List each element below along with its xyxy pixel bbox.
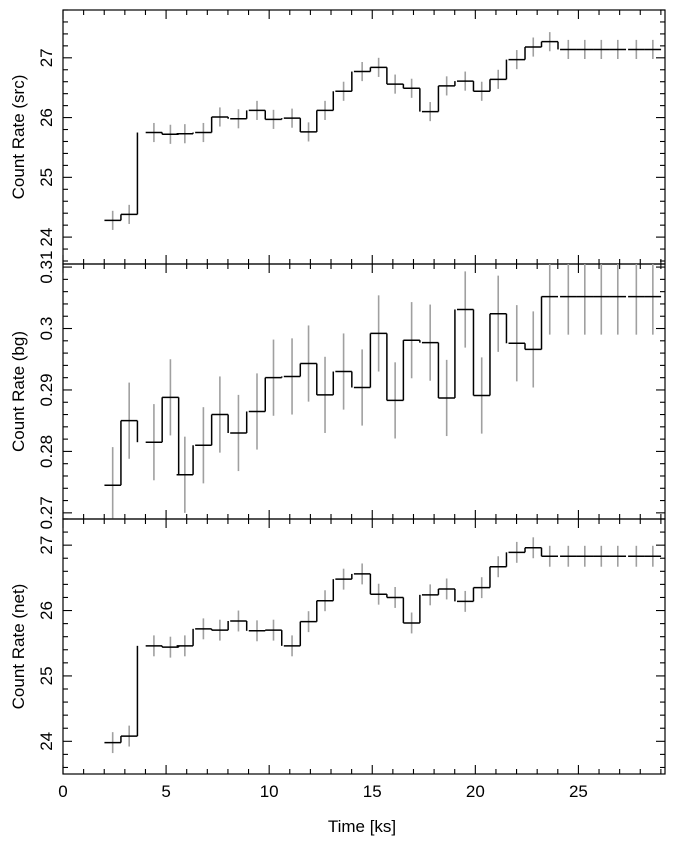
y-tick-label: 26 <box>37 601 56 620</box>
panel-2: 0.27 0.28 0.29 0.3 0.31 Count Rate (bg) <box>9 251 666 529</box>
panel-frame <box>62 263 666 520</box>
y-axis-label: Count Rate (src) <box>9 75 28 200</box>
data-group <box>104 264 662 519</box>
y-tick-label: 24 <box>37 228 56 247</box>
y-tick-label: 25 <box>37 168 56 187</box>
panel-frame <box>62 518 666 775</box>
y-axis-label: Count Rate (net) <box>9 584 28 710</box>
y-tick-label: 24 <box>37 732 56 751</box>
y-tick-label: 0.31 <box>37 251 56 284</box>
x-tick-label: 10 <box>260 782 279 801</box>
y-axis-label: Count Rate (bg) <box>9 331 28 452</box>
y-tick-label: 0.28 <box>37 435 56 468</box>
panel-1: 24 25 26 27 Count Rate (src) <box>9 9 666 265</box>
y-tick-label: 0.29 <box>37 373 56 406</box>
y-tick-label: 26 <box>37 108 56 127</box>
x-tick-label: 5 <box>161 782 170 801</box>
y-tick-label: 27 <box>37 536 56 555</box>
panel-3: 0 5 10 15 20 25 24 25 26 27 Count Rate (net) <box>9 518 666 801</box>
x-tick-label: 0 <box>58 782 67 801</box>
x-tick-label: 15 <box>363 782 382 801</box>
data-group <box>104 32 662 230</box>
x-axis-label: Time [ks] <box>328 817 396 836</box>
data-group <box>104 537 662 754</box>
x-tick-label: 25 <box>569 782 588 801</box>
x-tick-label: 20 <box>466 782 485 801</box>
y-tick-label: 27 <box>37 48 56 67</box>
y-tick-label: 0.3 <box>37 317 56 341</box>
y-tick-label: 25 <box>37 666 56 685</box>
y-tick-label: 0.27 <box>37 496 56 529</box>
